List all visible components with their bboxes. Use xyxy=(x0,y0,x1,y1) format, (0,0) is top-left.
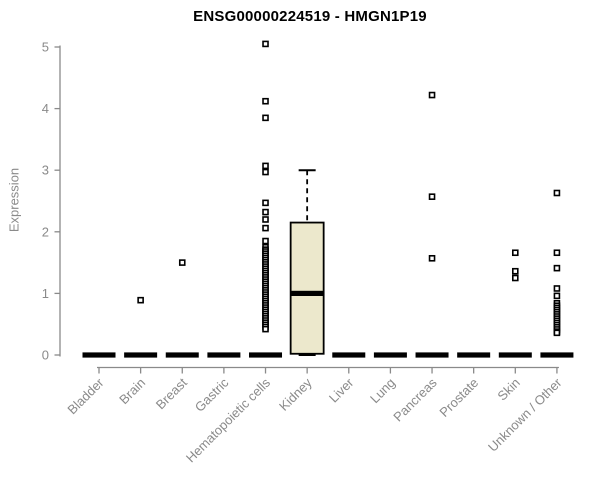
outlier-point xyxy=(262,162,269,170)
outlier-point xyxy=(511,274,519,282)
x-tick-label: Pancreas xyxy=(390,375,440,425)
median-bar xyxy=(249,352,283,358)
median-bar xyxy=(498,352,532,358)
outlier-point xyxy=(262,208,269,216)
outlier-point xyxy=(511,249,519,257)
median-bar xyxy=(290,290,324,296)
y-tick-label: 0 xyxy=(42,348,49,363)
median-bar xyxy=(332,352,366,358)
outlier-point xyxy=(262,97,269,105)
outlier-point xyxy=(428,91,436,99)
y-tick-label: 4 xyxy=(42,101,49,116)
outlier-point xyxy=(553,249,561,257)
median-bar xyxy=(165,352,199,358)
chart-title: ENSG00000224519 - HMGN1P19 xyxy=(193,8,427,25)
outlier-point xyxy=(511,267,519,275)
x-tick-label: Gastric xyxy=(192,375,232,415)
outlier-point xyxy=(553,264,561,272)
median-bar xyxy=(540,352,574,358)
x-tick-label: Skin xyxy=(494,375,522,403)
y-tick-label: 5 xyxy=(42,40,49,55)
outlier-point xyxy=(262,216,269,223)
median-bar xyxy=(82,352,116,358)
x-tick-label: Prostate xyxy=(436,375,481,420)
outlier-point xyxy=(262,114,269,122)
outlier-point xyxy=(137,296,144,304)
x-tick-label: Liver xyxy=(326,375,357,406)
x-tick-label: Kidney xyxy=(276,375,315,414)
outlier-point xyxy=(553,292,561,300)
outlier-point xyxy=(262,168,269,176)
outlier-point xyxy=(553,285,561,292)
outlier-point xyxy=(428,254,436,262)
outlier-point xyxy=(262,199,269,207)
x-tick-label: Brain xyxy=(116,375,148,407)
median-bar xyxy=(124,352,158,358)
x-tick-label: Breast xyxy=(153,375,190,412)
median-bar xyxy=(415,352,449,358)
x-tick-label: Bladder xyxy=(64,375,107,418)
outlier-point xyxy=(262,40,269,48)
median-bar xyxy=(457,352,491,358)
outlier-point xyxy=(178,259,186,266)
outlier-point xyxy=(262,237,269,245)
x-tick-label: Lung xyxy=(367,375,398,406)
x-tick-label: Unknown / Other xyxy=(485,375,565,455)
y-tick-label: 3 xyxy=(42,163,49,178)
outlier-point xyxy=(553,329,561,337)
median-bar xyxy=(373,352,407,358)
y-tick-label: 1 xyxy=(42,286,49,301)
outlier-point xyxy=(262,224,269,232)
outlier-point xyxy=(553,189,561,197)
outlier-point xyxy=(262,325,269,333)
outlier-point xyxy=(428,193,436,200)
box xyxy=(289,221,325,355)
y-tick-label: 2 xyxy=(42,224,49,239)
median-bar xyxy=(207,352,241,358)
